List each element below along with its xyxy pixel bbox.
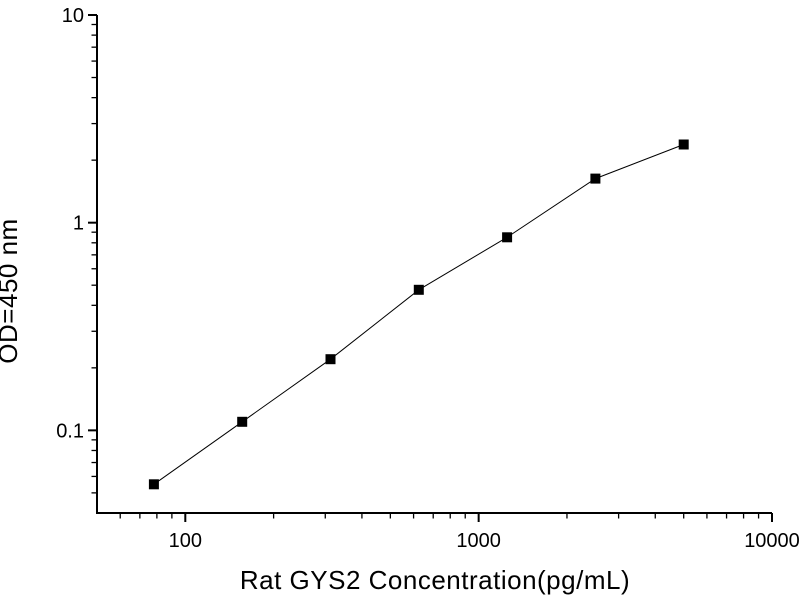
x-tick-label: 100 — [169, 530, 202, 552]
data-point-marker — [678, 139, 689, 150]
axes-layer: 100 1000 10000 0.1 1 10 — [56, 5, 800, 552]
x-axis-title: Rat GYS2 Concentration(pg/mL) — [240, 565, 630, 595]
y-axis-title: OD=450 nm — [0, 218, 23, 363]
axis-spines — [96, 15, 772, 514]
x-tick-label: 10000 — [744, 530, 800, 552]
x-tick-label: 1000 — [456, 530, 501, 552]
data-point-marker — [237, 416, 248, 427]
y-tick-label: 10 — [62, 5, 84, 27]
y-tick-label: 1 — [73, 213, 84, 235]
data-point-marker — [413, 284, 424, 295]
data-point-marker — [148, 479, 159, 490]
curve-line — [153, 144, 684, 485]
series-layer — [148, 139, 689, 490]
data-point-marker — [590, 173, 601, 184]
y-tick-label: 0.1 — [56, 420, 84, 442]
data-point-marker — [325, 354, 336, 365]
data-point-marker — [502, 232, 513, 243]
